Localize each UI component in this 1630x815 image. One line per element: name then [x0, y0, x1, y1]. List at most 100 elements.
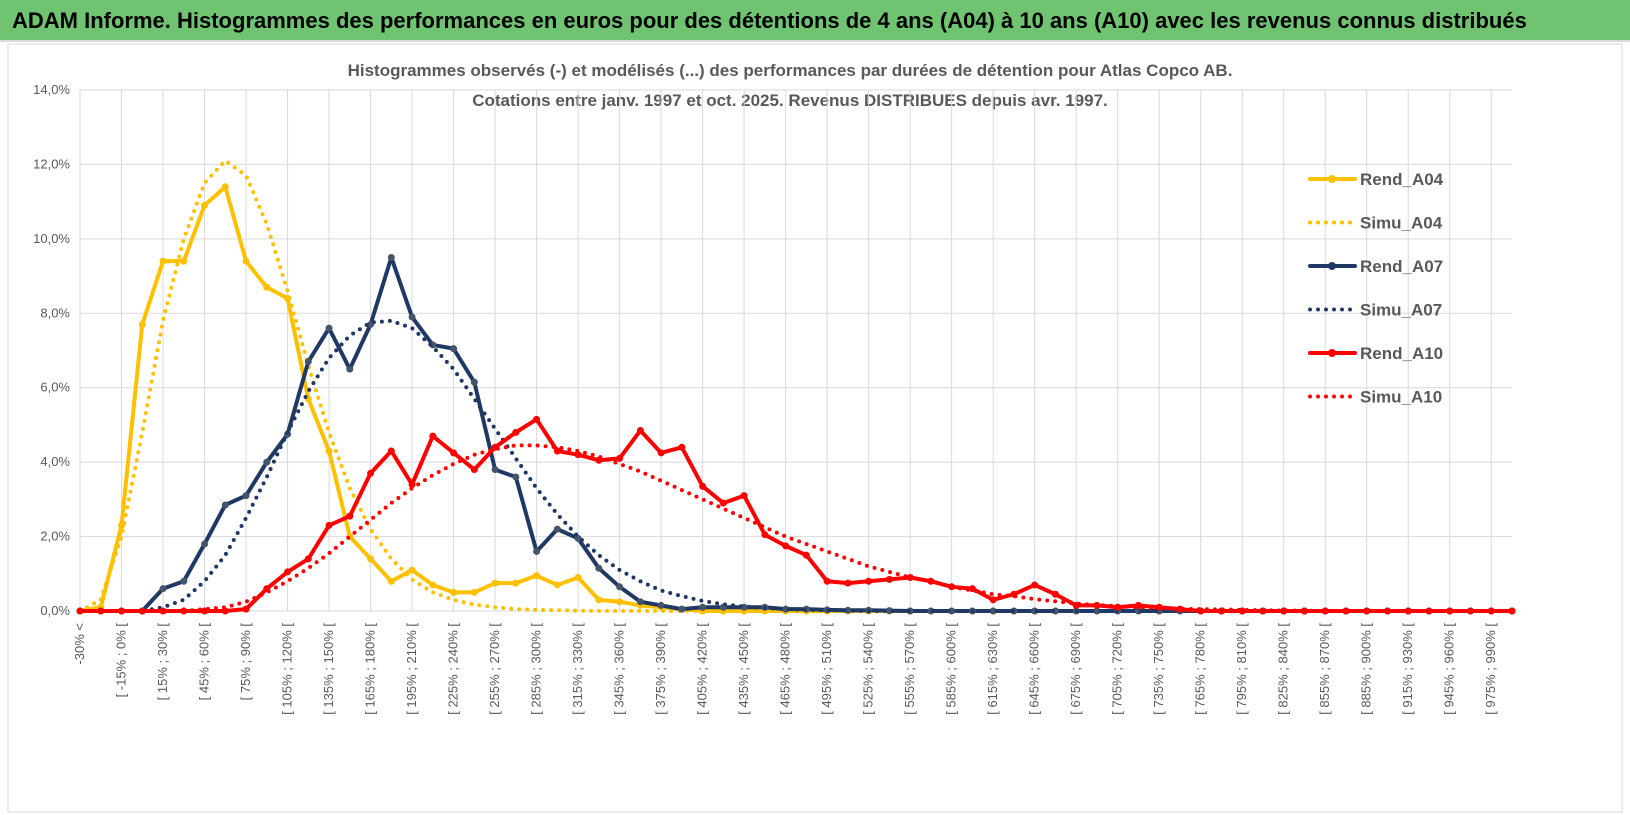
x-tick-label: [ 75% ; 90% [ — [238, 623, 253, 701]
x-tick-label: [ 525% ; 540% [ — [861, 623, 876, 715]
point-marker — [470, 588, 478, 596]
legend-marker — [1328, 349, 1336, 357]
point-marker — [699, 603, 707, 611]
point-marker — [221, 183, 229, 191]
point-marker — [346, 365, 354, 373]
x-tick-label: [ 705% ; 720% [ — [1110, 623, 1125, 715]
point-marker — [263, 458, 271, 466]
x-tick-label: [ 345% ; 360% [ — [612, 623, 627, 715]
point-marker — [1093, 607, 1101, 615]
point-marker — [595, 564, 603, 572]
point-marker — [1031, 581, 1039, 589]
legend-marker — [1328, 175, 1336, 183]
series-line — [78, 318, 1514, 613]
point-marker — [325, 521, 333, 529]
x-tick-label: [ 915% ; 930% [ — [1400, 623, 1415, 715]
point-marker — [491, 466, 499, 474]
chart-frame — [7, 43, 1623, 813]
point-marker — [823, 577, 831, 585]
x-tick-label: [ 45% ; 60% [ — [197, 623, 212, 701]
point-marker — [1487, 607, 1495, 615]
x-tick-label: [ 795% ; 810% [ — [1234, 623, 1249, 715]
x-tick-label: [ 615% ; 630% [ — [985, 623, 1000, 715]
chart-title: Histogrammes observés (-) et modélisés (… — [348, 61, 1233, 80]
point-marker — [533, 547, 541, 555]
point-marker — [304, 358, 312, 366]
x-tick-label: [ 375% ; 390% [ — [653, 623, 668, 715]
point-marker — [470, 466, 478, 474]
point-marker — [657, 601, 665, 609]
point-marker — [429, 581, 437, 589]
point-marker — [346, 512, 354, 520]
y-tick-label: 12,0% — [33, 156, 70, 171]
point-marker — [242, 492, 250, 500]
point-marker — [180, 257, 188, 265]
x-tick-label: [ 105% ; 120% [ — [280, 623, 295, 715]
point-marker — [512, 579, 520, 587]
point-marker — [553, 581, 561, 589]
x-tick-label: [ 255% ; 270% [ — [487, 623, 502, 715]
point-marker — [450, 345, 458, 353]
chart-subtitle: Cotations entre janv. 1997 et oct. 2025.… — [472, 91, 1108, 110]
point-marker — [1342, 607, 1350, 615]
x-tick-label: [ 165% ; 180% [ — [363, 623, 378, 715]
legend-label: Simu_A10 — [1360, 388, 1442, 407]
point-marker — [325, 447, 333, 455]
point-marker — [533, 572, 541, 580]
point-marker — [616, 454, 624, 462]
x-tick-label: [ 765% ; 780% [ — [1193, 623, 1208, 715]
point-marker — [719, 499, 727, 507]
point-marker — [138, 320, 146, 328]
point-marker — [491, 579, 499, 587]
point-marker — [159, 585, 167, 593]
point-marker — [470, 378, 478, 386]
x-tick-label: [ 285% ; 300% [ — [529, 623, 544, 715]
y-tick-label: 6,0% — [40, 380, 70, 395]
point-marker — [367, 469, 375, 477]
point-marker — [616, 598, 624, 606]
point-marker — [221, 501, 229, 509]
y-tick-label: 8,0% — [40, 305, 70, 320]
y-tick-label: 4,0% — [40, 454, 70, 469]
point-marker — [948, 607, 956, 615]
x-tick-label: [ 435% ; 450% [ — [736, 623, 751, 715]
point-marker — [553, 447, 561, 455]
x-tick-label: [ 135% ; 150% [ — [321, 623, 336, 715]
chart: Histogrammes observés (-) et modélisés (… — [7, 43, 1623, 813]
point-marker — [636, 427, 644, 435]
point-marker — [574, 451, 582, 459]
point-marker — [512, 473, 520, 481]
x-tick-label: [ 975% ; 990% [ — [1483, 623, 1498, 715]
point-marker — [450, 588, 458, 596]
legend-label: Simu_A07 — [1360, 301, 1442, 320]
y-tick-label: 14,0% — [33, 82, 70, 97]
point-marker — [885, 575, 893, 583]
x-tick-label: [ 945% ; 960% [ — [1442, 623, 1457, 715]
point-marker — [553, 525, 561, 533]
legend-marker — [1328, 262, 1336, 270]
point-marker — [408, 566, 416, 574]
point-marker — [782, 542, 790, 550]
point-marker — [761, 531, 769, 539]
point-marker — [429, 432, 437, 440]
x-tick-label: [ 825% ; 840% [ — [1276, 623, 1291, 715]
point-marker — [387, 577, 395, 585]
y-tick-label: 10,0% — [33, 231, 70, 246]
x-tick-label: [ 885% ; 900% [ — [1359, 623, 1374, 715]
point-marker — [180, 577, 188, 585]
point-marker — [782, 605, 790, 613]
point-marker — [450, 449, 458, 457]
x-tick-label: [ 855% ; 870% [ — [1317, 623, 1332, 715]
x-tick-label: [ 645% ; 660% [ — [1027, 623, 1042, 715]
point-marker — [678, 605, 686, 613]
x-tick-label: [ 315% ; 330% [ — [570, 623, 585, 715]
point-marker — [304, 555, 312, 563]
x-tick-label: [ 675% ; 690% [ — [1068, 623, 1083, 715]
x-tick-label: [ 15% ; 30% [ — [155, 623, 170, 701]
point-marker — [201, 201, 209, 209]
point-marker — [989, 596, 997, 604]
point-marker — [989, 607, 997, 615]
series-line — [78, 158, 1514, 613]
point-marker — [367, 555, 375, 563]
series-line — [78, 417, 1514, 613]
